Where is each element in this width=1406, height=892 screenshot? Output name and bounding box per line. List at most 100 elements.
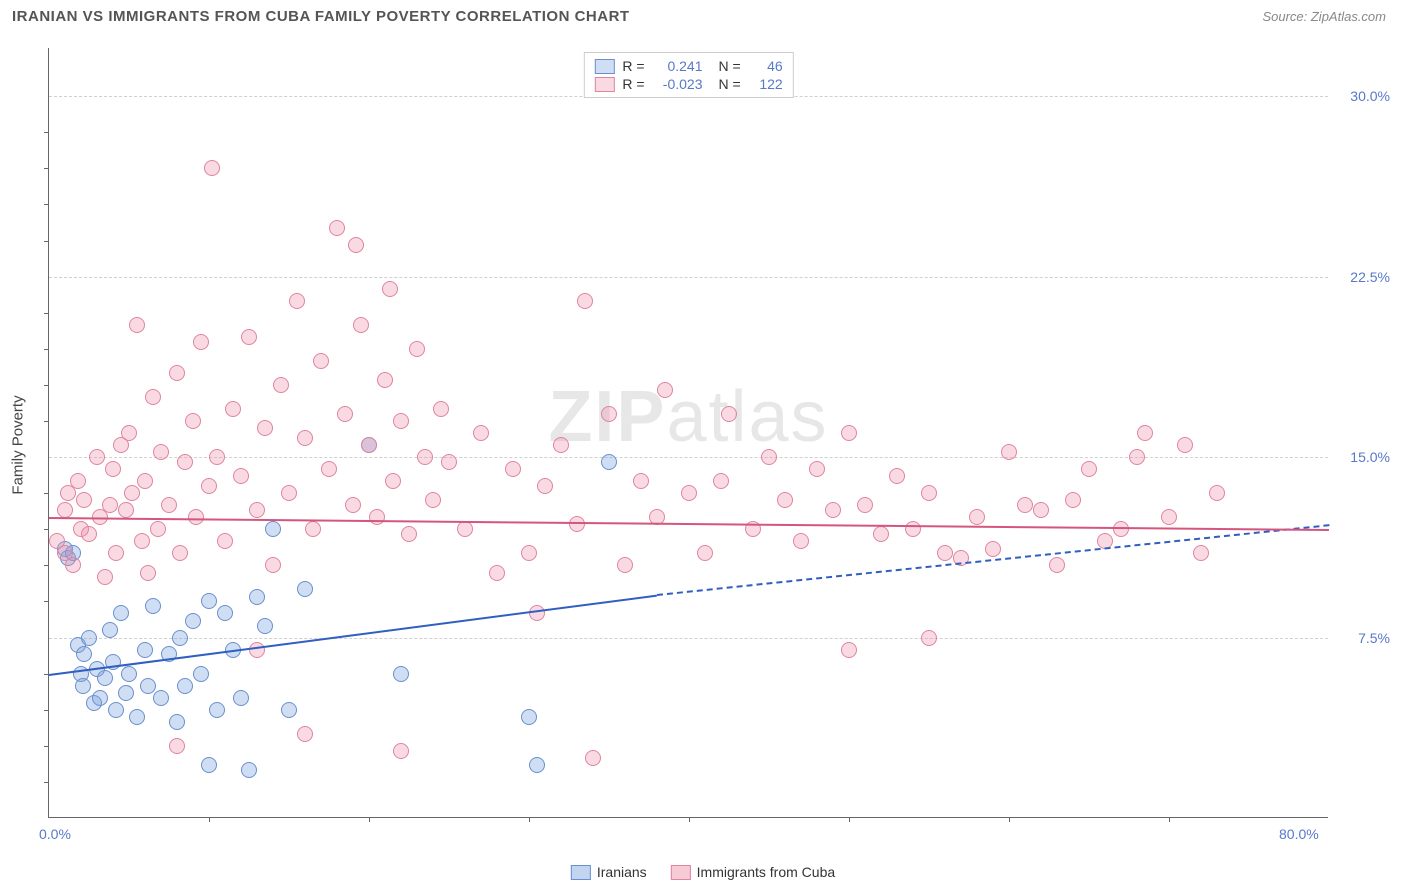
- y-tick-mark: [44, 601, 49, 602]
- data-point: [209, 702, 225, 718]
- x-tick-label: 80.0%: [1279, 826, 1319, 842]
- data-point: [937, 545, 953, 561]
- data-point: [129, 709, 145, 725]
- data-point: [369, 509, 385, 525]
- data-point: [348, 237, 364, 253]
- data-point: [108, 702, 124, 718]
- y-tick-mark: [44, 493, 49, 494]
- chart-title: IRANIAN VS IMMIGRANTS FROM CUBA FAMILY P…: [12, 8, 630, 25]
- data-point: [145, 598, 161, 614]
- data-point: [209, 449, 225, 465]
- data-point: [137, 473, 153, 489]
- data-point: [505, 461, 521, 477]
- data-point: [1129, 449, 1145, 465]
- y-tick-mark: [44, 204, 49, 205]
- y-tick-mark: [44, 132, 49, 133]
- data-point: [921, 630, 937, 646]
- legend-r-value: -0.023: [653, 76, 703, 92]
- gridline: [49, 638, 1328, 639]
- legend-label: Iranians: [597, 864, 647, 880]
- legend-r-label: R =: [622, 58, 644, 74]
- data-point: [81, 630, 97, 646]
- data-point: [657, 382, 673, 398]
- legend-r-label: R =: [622, 76, 644, 92]
- y-tick-mark: [44, 241, 49, 242]
- y-tick-label: 15.0%: [1350, 449, 1390, 465]
- data-point: [193, 334, 209, 350]
- data-point: [177, 454, 193, 470]
- x-tick-mark: [209, 817, 210, 822]
- data-point: [97, 569, 113, 585]
- data-point: [193, 666, 209, 682]
- x-tick-mark: [689, 817, 690, 822]
- legend-item: Immigrants from Cuba: [671, 864, 835, 880]
- data-point: [153, 690, 169, 706]
- data-point: [433, 401, 449, 417]
- data-point: [793, 533, 809, 549]
- data-point: [201, 478, 217, 494]
- data-point: [393, 413, 409, 429]
- data-point: [489, 565, 505, 581]
- data-point: [118, 502, 134, 518]
- data-point: [825, 502, 841, 518]
- source-attribution: Source: ZipAtlas.com: [1262, 9, 1386, 24]
- data-point: [601, 454, 617, 470]
- data-point: [457, 521, 473, 537]
- data-point: [201, 593, 217, 609]
- data-point: [105, 461, 121, 477]
- y-axis-label: Family Poverty: [10, 395, 27, 494]
- data-point: [841, 642, 857, 658]
- legend-r-value: 0.241: [653, 58, 703, 74]
- data-point: [281, 485, 297, 501]
- data-point: [329, 220, 345, 236]
- data-point: [521, 709, 537, 725]
- data-point: [297, 430, 313, 446]
- data-point: [1161, 509, 1177, 525]
- data-point: [585, 750, 601, 766]
- legend-n-value: 46: [749, 58, 783, 74]
- data-point: [140, 565, 156, 581]
- data-point: [118, 685, 134, 701]
- data-point: [473, 425, 489, 441]
- data-point: [76, 646, 92, 662]
- data-point: [601, 406, 617, 422]
- x-tick-mark: [369, 817, 370, 822]
- data-point: [265, 557, 281, 573]
- data-point: [305, 521, 321, 537]
- data-point: [1081, 461, 1097, 477]
- y-tick-label: 30.0%: [1350, 88, 1390, 104]
- data-point: [1137, 425, 1153, 441]
- data-point: [385, 473, 401, 489]
- data-point: [81, 526, 97, 542]
- data-point: [713, 473, 729, 489]
- y-tick-mark: [44, 421, 49, 422]
- header: IRANIAN VS IMMIGRANTS FROM CUBA FAMILY P…: [0, 0, 1406, 29]
- data-point: [145, 389, 161, 405]
- data-point: [169, 365, 185, 381]
- y-tick-mark: [44, 529, 49, 530]
- data-point: [121, 425, 137, 441]
- data-point: [172, 545, 188, 561]
- data-point: [150, 521, 166, 537]
- data-point: [177, 678, 193, 694]
- y-tick-mark: [44, 385, 49, 386]
- y-tick-mark: [44, 782, 49, 783]
- data-point: [201, 757, 217, 773]
- x-tick-mark: [849, 817, 850, 822]
- data-point: [92, 690, 108, 706]
- data-point: [393, 666, 409, 682]
- data-point: [681, 485, 697, 501]
- data-point: [204, 160, 220, 176]
- data-point: [382, 281, 398, 297]
- data-point: [233, 468, 249, 484]
- data-point: [185, 413, 201, 429]
- data-point: [777, 492, 793, 508]
- data-point: [537, 478, 553, 494]
- data-point: [553, 437, 569, 453]
- data-point: [134, 533, 150, 549]
- chart-container: Family Poverty ZIPatlas R =0.241N =46R =…: [48, 48, 1386, 842]
- data-point: [401, 526, 417, 542]
- y-tick-mark: [44, 710, 49, 711]
- trend-line: [49, 517, 1329, 531]
- legend-row: R =-0.023N =122: [594, 75, 782, 93]
